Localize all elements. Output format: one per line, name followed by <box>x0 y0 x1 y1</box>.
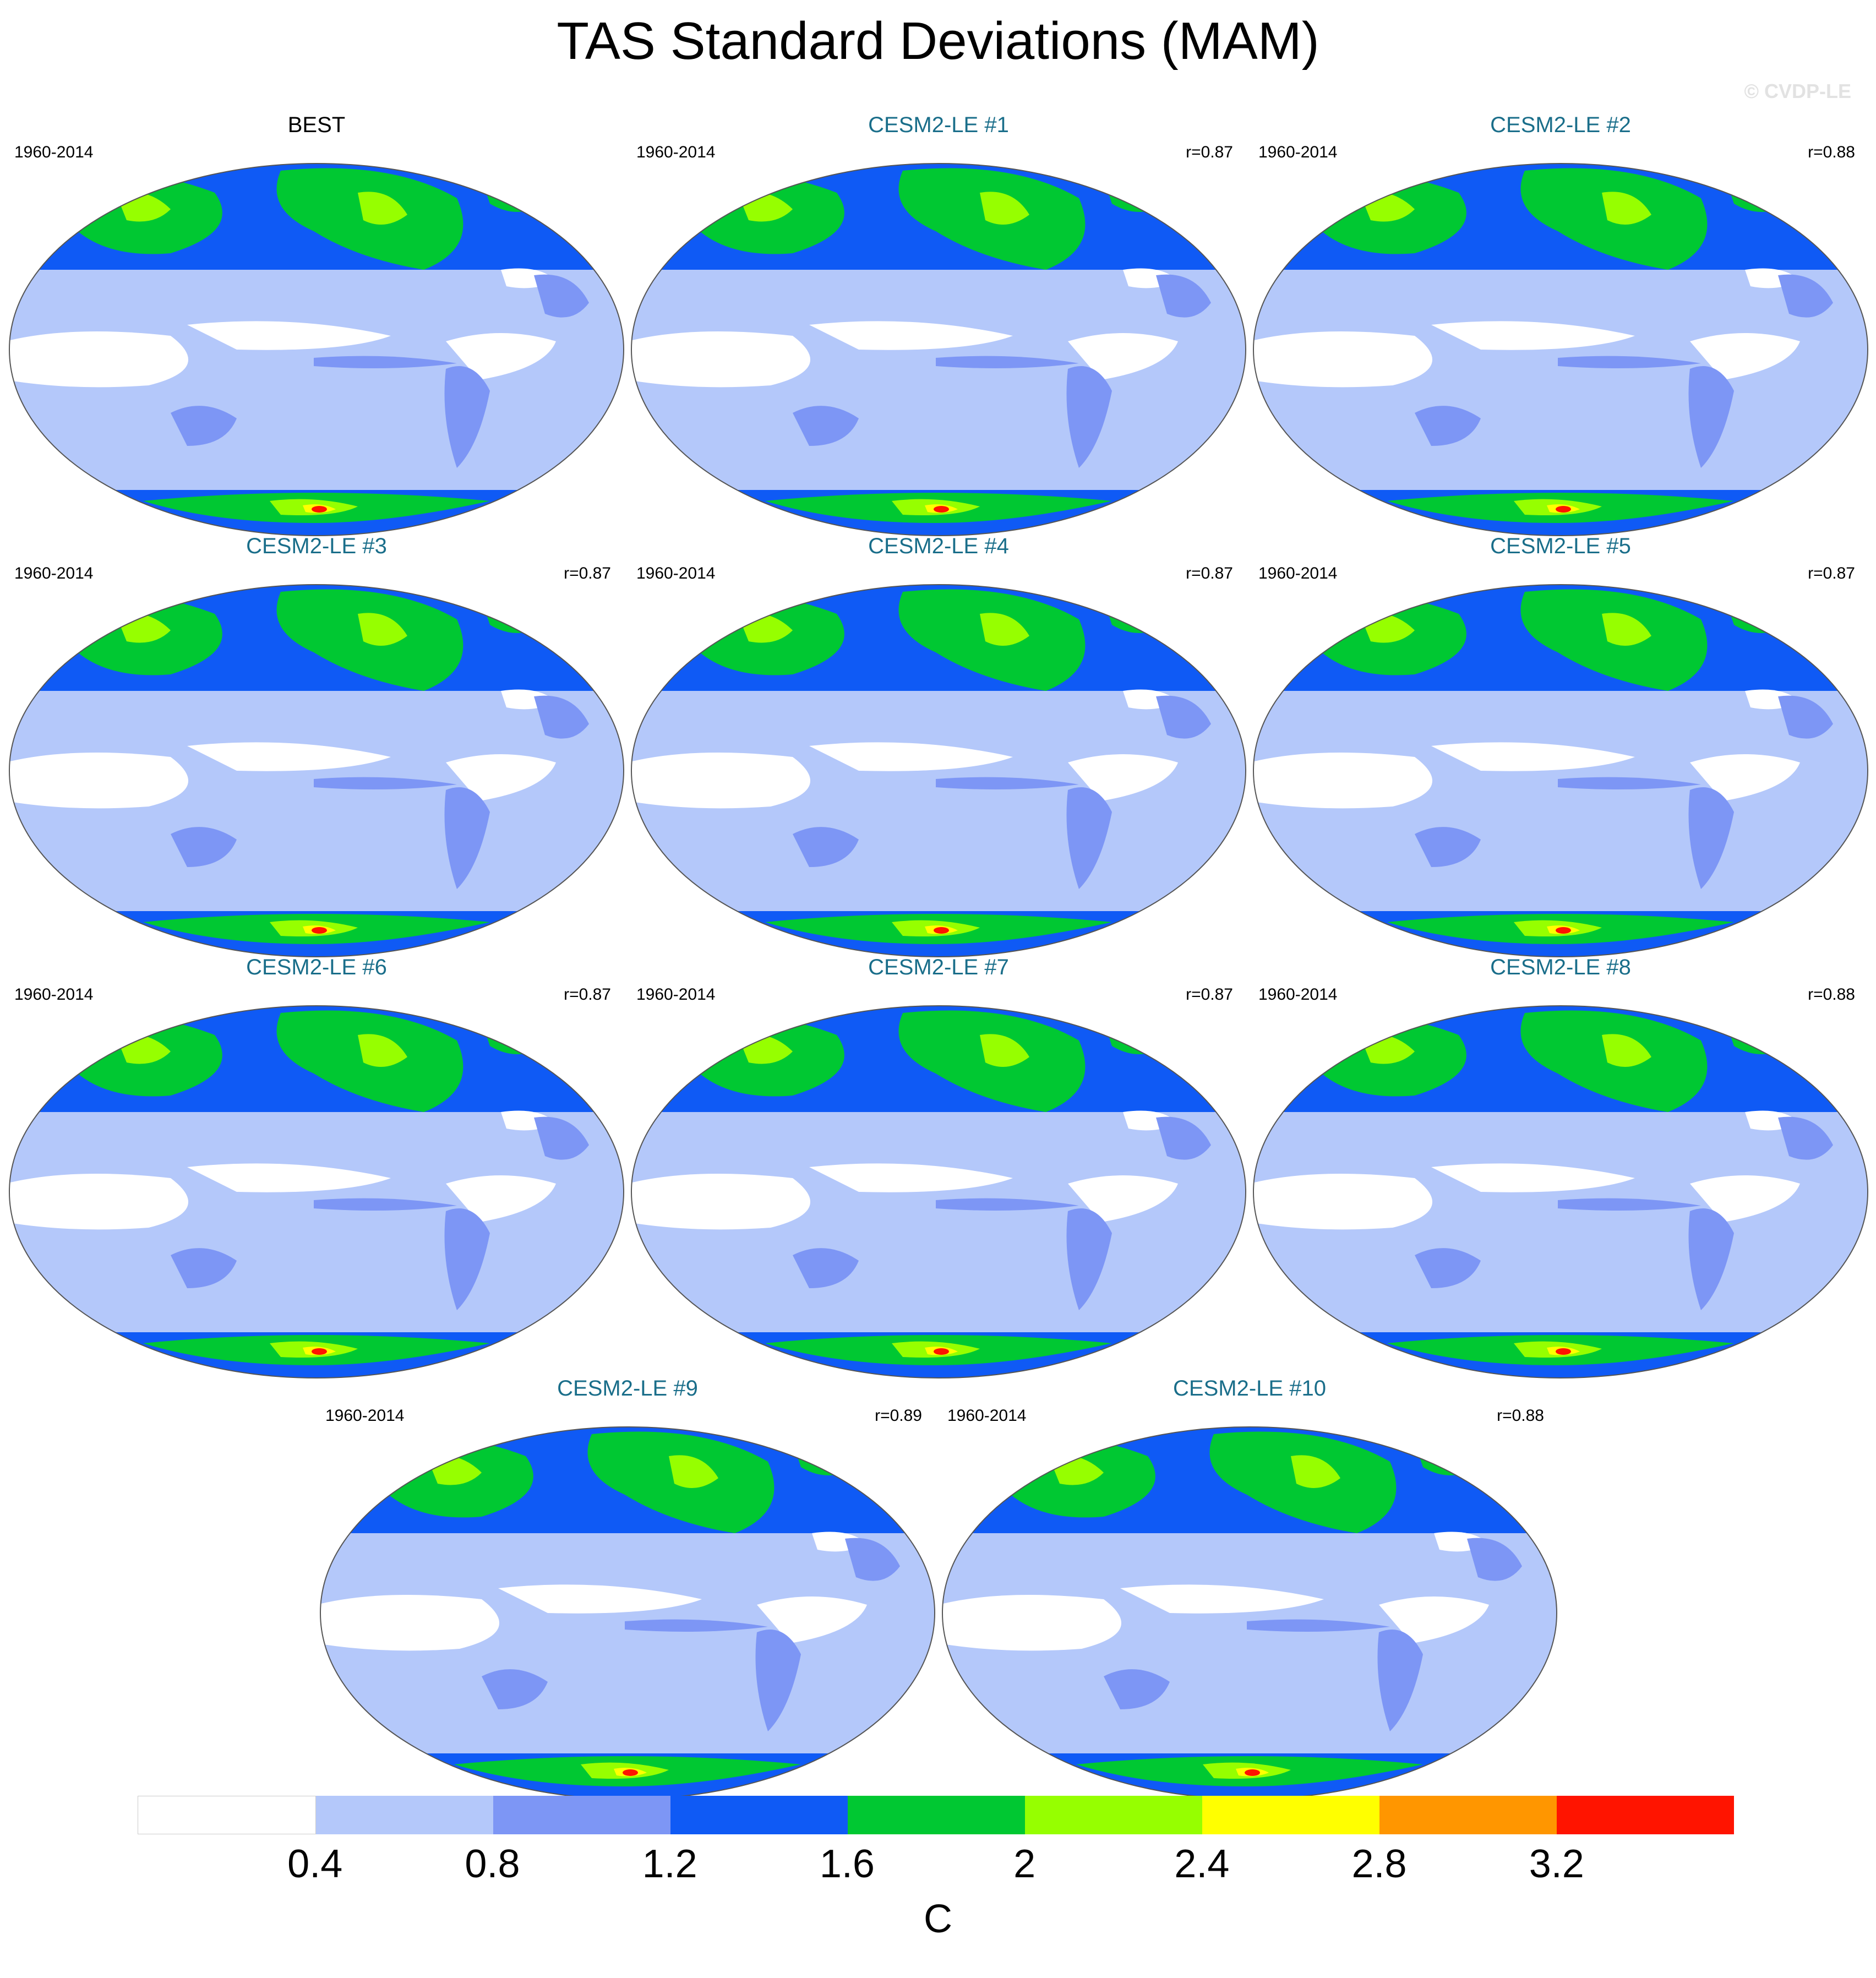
world-map <box>1253 163 1868 536</box>
panel-period: 1960-2014 <box>14 985 94 1004</box>
world-map <box>9 584 624 957</box>
panel-period: 1960-2014 <box>14 143 94 161</box>
map-panel-member-3: CESM2-LE #3 1960-2014 r=0.87 <box>6 534 628 958</box>
map-panel-member-6: CESM2-LE #6 1960-2014 r=0.87 <box>6 955 628 1379</box>
colorbar-tick-label: 0.4 <box>287 1842 343 1886</box>
panel-title: CESM2-LE #10 <box>1173 1376 1326 1401</box>
panel-period: 1960-2014 <box>636 564 716 582</box>
panel-correlation: r=0.88 <box>1808 143 1855 161</box>
panel-title: CESM2-LE #9 <box>557 1376 698 1401</box>
panel-correlation: r=0.87 <box>1186 564 1233 582</box>
colorbar-segment <box>1379 1796 1557 1834</box>
world-map <box>320 1426 935 1800</box>
colorbar-segment <box>1025 1796 1202 1834</box>
map-panel-member-5: CESM2-LE #5 1960-2014 r=0.87 <box>1250 534 1872 958</box>
world-map <box>942 1426 1557 1800</box>
panel-title: CESM2-LE #2 <box>1490 113 1631 137</box>
world-map <box>631 1005 1246 1378</box>
panel-title: BEST <box>287 113 346 137</box>
panel-title: CESM2-LE #7 <box>868 955 1009 979</box>
map-field <box>9 164 624 536</box>
watermark: © CVDP-LE <box>1744 80 1851 102</box>
map-field <box>1253 164 1868 536</box>
panel-title: CESM2-LE #4 <box>868 534 1009 558</box>
map-field <box>631 585 1246 957</box>
panel-correlation: r=0.87 <box>1808 564 1855 582</box>
colorbar-tick-label: 1.6 <box>819 1842 875 1886</box>
panel-period: 1960-2014 <box>947 1407 1027 1425</box>
map-field <box>1253 1006 1868 1378</box>
map-field <box>631 164 1246 536</box>
map-panel-member-1: CESM2-LE #1 1960-2014 r=0.87 <box>628 113 1250 537</box>
panel-title: CESM2-LE #6 <box>246 955 387 979</box>
colorbar-tick-label: 2 <box>1013 1842 1036 1886</box>
panel-correlation: r=0.87 <box>1186 985 1233 1004</box>
panel-period: 1960-2014 <box>1258 985 1338 1004</box>
map-field <box>9 1006 624 1378</box>
panel-period: 1960-2014 <box>325 1407 405 1425</box>
colorbar-segment <box>1557 1796 1734 1834</box>
world-map <box>9 163 624 536</box>
panel-correlation: r=0.87 <box>1186 143 1233 161</box>
panel-period: 1960-2014 <box>1258 564 1338 582</box>
map-panel-member-7: CESM2-LE #7 1960-2014 r=0.87 <box>628 955 1250 1379</box>
panel-title: CESM2-LE #8 <box>1490 955 1631 979</box>
world-map <box>631 163 1246 536</box>
colorbar-segment <box>848 1796 1025 1834</box>
panel-correlation: r=0.88 <box>1497 1407 1544 1425</box>
map-field <box>631 1006 1246 1378</box>
colorbar-tick-label: 1.2 <box>642 1842 697 1886</box>
colorbar <box>138 1796 1734 1834</box>
map-field <box>1253 585 1868 957</box>
map-panel-member-8: CESM2-LE #8 1960-2014 r=0.88 <box>1250 955 1872 1379</box>
map-field <box>320 1427 935 1799</box>
map-panel-member-10: CESM2-LE #10 1960-2014 r=0.88 <box>939 1376 1561 1800</box>
panel-correlation: r=0.87 <box>564 985 611 1004</box>
map-panel-member-2: CESM2-LE #2 1960-2014 r=0.88 <box>1250 113 1872 537</box>
panel-title: CESM2-LE #5 <box>1490 534 1631 558</box>
colorbar-segment <box>670 1796 848 1834</box>
world-map <box>631 584 1246 957</box>
colorbar-segment <box>138 1796 316 1834</box>
map-panel-member-4: CESM2-LE #4 1960-2014 r=0.87 <box>628 534 1250 958</box>
panel-correlation: r=0.87 <box>564 564 611 582</box>
map-field <box>9 585 624 957</box>
panel-period: 1960-2014 <box>636 985 716 1004</box>
map-panel-member-9: CESM2-LE #9 1960-2014 r=0.89 <box>317 1376 939 1800</box>
panel-title: CESM2-LE #1 <box>868 113 1009 137</box>
colorbar-segment <box>316 1796 493 1834</box>
colorbar-tick-label: 2.4 <box>1174 1842 1230 1886</box>
panel-correlation: r=0.88 <box>1808 985 1855 1004</box>
world-map <box>1253 584 1868 957</box>
world-map <box>1253 1005 1868 1378</box>
panel-period: 1960-2014 <box>14 564 94 582</box>
colorbar-units: C <box>924 1897 952 1941</box>
colorbar-tick-label: 0.8 <box>465 1842 520 1886</box>
colorbar-tick-label: 2.8 <box>1351 1842 1407 1886</box>
colorbar-segment <box>1202 1796 1379 1834</box>
panel-period: 1960-2014 <box>1258 143 1338 161</box>
figure-title: TAS Standard Deviations (MAM) <box>557 12 1319 70</box>
panel-correlation: r=0.89 <box>875 1407 922 1425</box>
world-map <box>9 1005 624 1378</box>
map-field <box>942 1427 1557 1799</box>
colorbar-segment <box>493 1796 670 1834</box>
panel-title: CESM2-LE #3 <box>246 534 387 558</box>
map-panel-best: BEST 1960-2014 <box>6 113 628 537</box>
colorbar-tick-label: 3.2 <box>1529 1842 1584 1886</box>
panel-period: 1960-2014 <box>636 143 716 161</box>
